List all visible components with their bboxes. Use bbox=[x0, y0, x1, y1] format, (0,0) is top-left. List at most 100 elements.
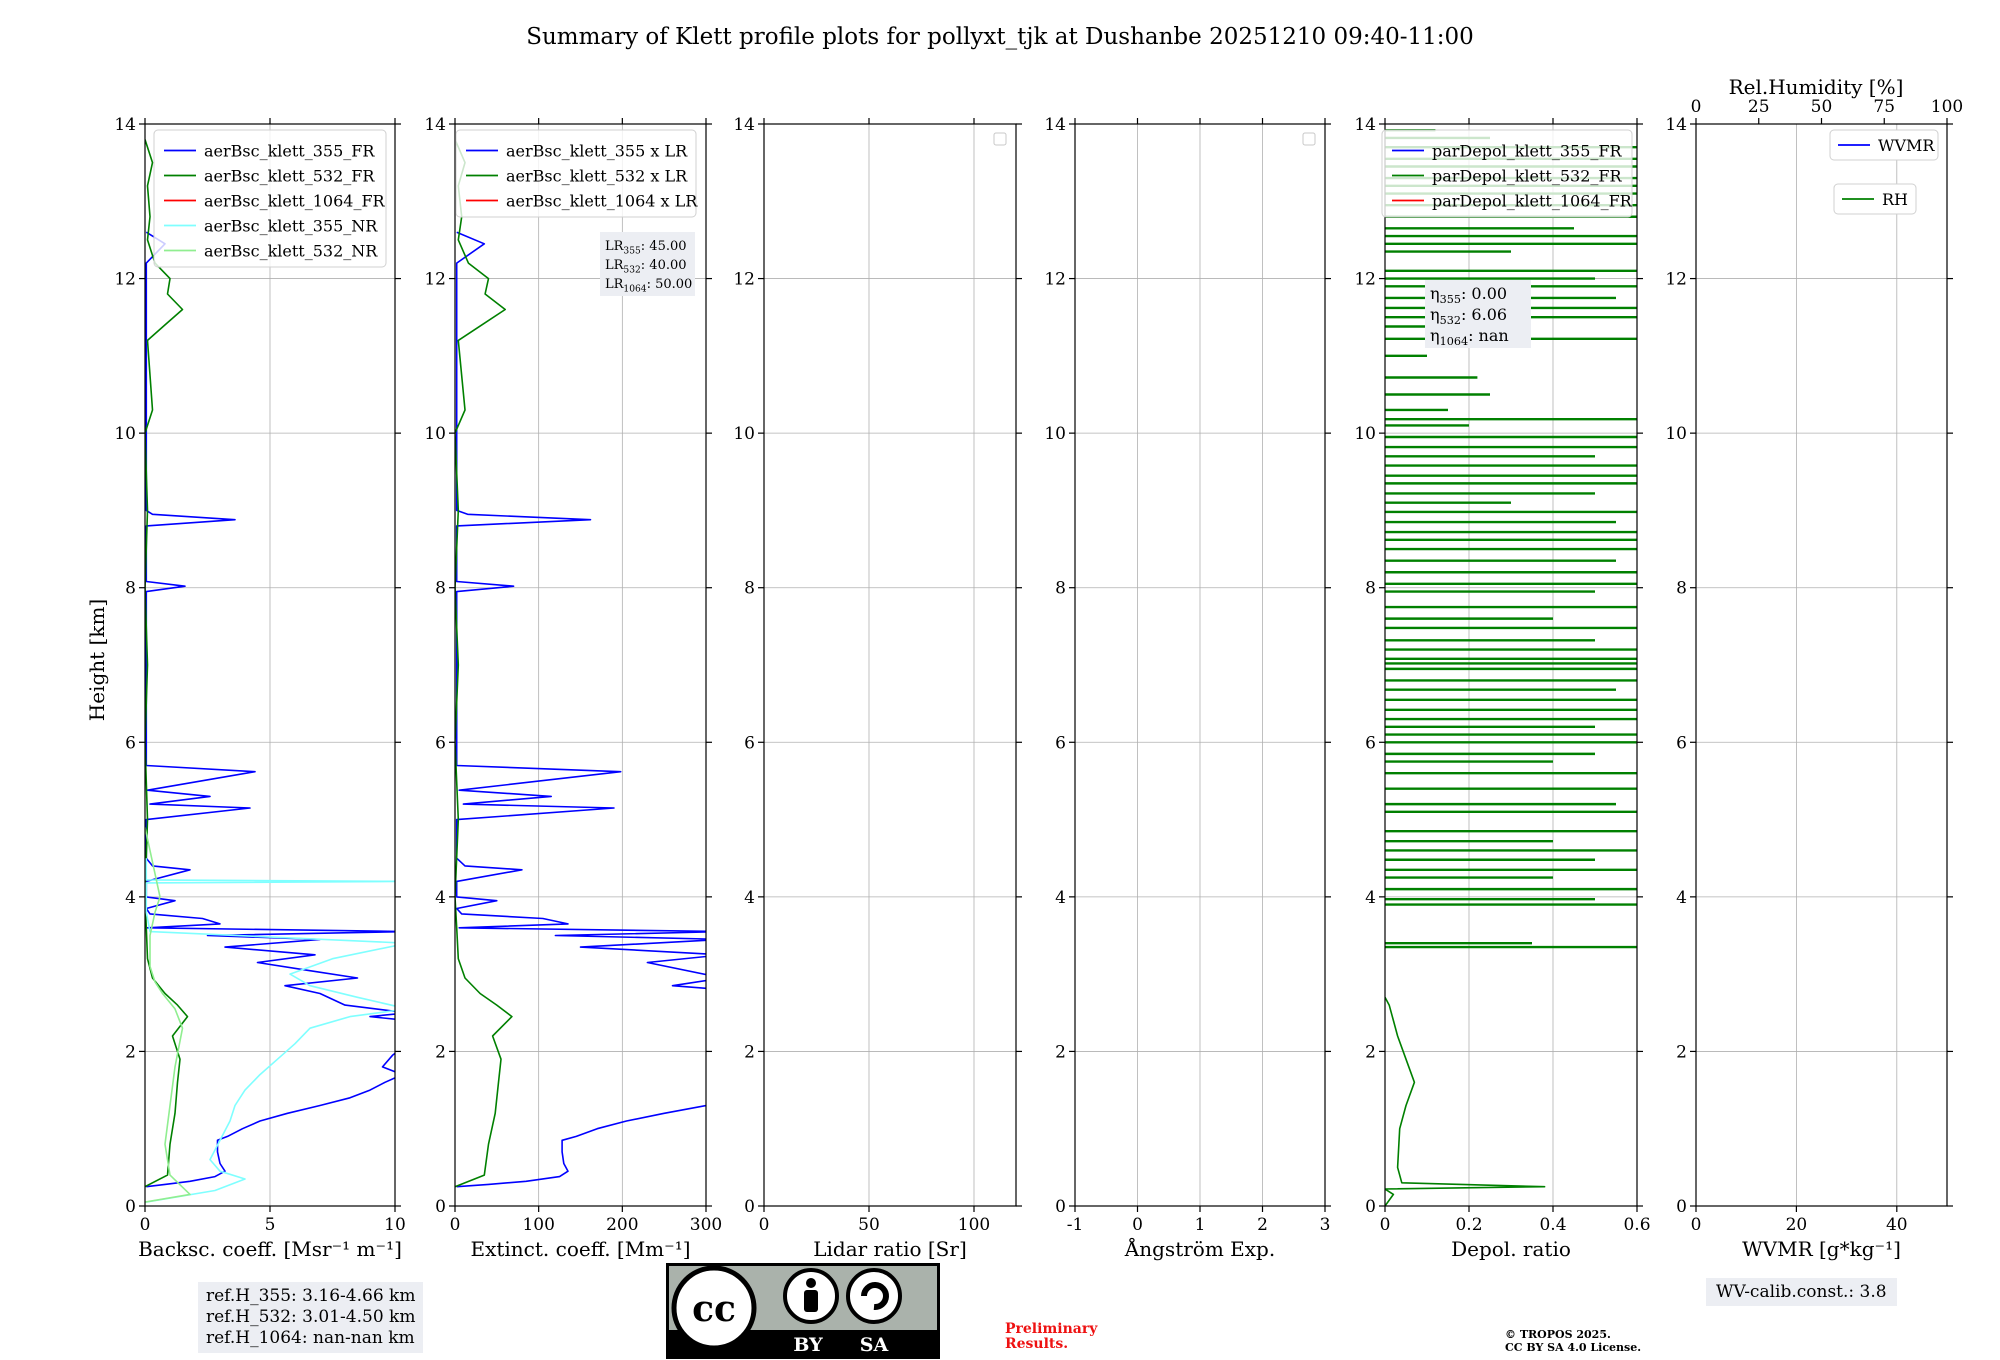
y-tick-label: 2 bbox=[744, 1042, 755, 1062]
y-tick-label: 6 bbox=[1365, 733, 1376, 753]
series-aerBsc_klett_355_FR bbox=[145, 231, 395, 1188]
y-tick-label: 6 bbox=[1676, 733, 1687, 753]
y-tick-label: 0 bbox=[1676, 1197, 1687, 1217]
y-tick-label: 4 bbox=[1365, 888, 1376, 908]
x-tick-label: 100 bbox=[522, 1215, 554, 1235]
top-x-axis-label: Rel.Humidity [%] bbox=[1729, 75, 1904, 99]
x-tick-label: 40 bbox=[1886, 1215, 1908, 1235]
x-tick-label: 3 bbox=[1320, 1215, 1331, 1235]
y-tick-label: 8 bbox=[1365, 579, 1376, 599]
legend-frame bbox=[153, 129, 387, 268]
series-aerBsc_klett_355_NR bbox=[145, 858, 395, 1203]
y-tick-label: 12 bbox=[733, 270, 755, 290]
share-alike-arrow-icon bbox=[861, 1282, 889, 1311]
ref-height-1064: ref.H_1064: nan-nan km bbox=[206, 1328, 415, 1348]
y-tick-label: 6 bbox=[125, 733, 136, 753]
y-tick-label: 4 bbox=[435, 888, 446, 908]
x-tick-label: 0 bbox=[140, 1215, 151, 1235]
x-axis-label: Ångström Exp. bbox=[1124, 1236, 1275, 1261]
y-tick-label: 8 bbox=[744, 579, 755, 599]
wv-calibration-box: WV-calib.const.: 3.8 bbox=[1706, 1278, 1897, 1306]
x-tick-label: 2 bbox=[1257, 1215, 1268, 1235]
y-tick-label: 14 bbox=[1354, 115, 1376, 135]
legend-bsc: aerBsc_klett_355_FR aerBsc_klett_532_FRae… bbox=[153, 129, 387, 268]
x-tick-label: 20 bbox=[1786, 1215, 1808, 1235]
cc-by-label: BY bbox=[793, 1334, 823, 1356]
y-tick-label: 4 bbox=[1055, 888, 1066, 908]
copyright-notice: © TROPOS 2025. CC BY SA 4.0 License. bbox=[1505, 1328, 1641, 1354]
y-tick-label: 0 bbox=[1365, 1197, 1376, 1217]
cc-logo-icon bbox=[671, 1265, 757, 1351]
y-tick-label: 8 bbox=[1055, 579, 1066, 599]
y-tick-label: 10 bbox=[1665, 424, 1687, 444]
x-axis-label: WVMR [g*kg⁻¹] bbox=[1742, 1237, 1901, 1261]
y-tick-label: 6 bbox=[435, 733, 446, 753]
eta-value: η1064: nan bbox=[1430, 326, 1509, 348]
y-tick-label: 8 bbox=[435, 579, 446, 599]
series-aerBsc_klett_532 x LR bbox=[455, 139, 513, 1188]
x-tick-label: 0 bbox=[1691, 1215, 1702, 1235]
y-tick-label: 0 bbox=[125, 1197, 136, 1217]
attribution-person-head bbox=[806, 1278, 816, 1288]
y-tick-label: 0 bbox=[1055, 1197, 1066, 1217]
y-tick-label: 0 bbox=[744, 1197, 755, 1217]
legend-entry: aerBsc_klett_532 x LR bbox=[506, 167, 688, 186]
lidar-ratio-value: LR532: 40.00 bbox=[605, 258, 687, 275]
eta-value: η532: 6.06 bbox=[1430, 305, 1507, 327]
y-tick-label: 6 bbox=[1055, 733, 1066, 753]
legend-entry: aerBsc_klett_355_NR bbox=[204, 217, 378, 236]
y-tick-label: 14 bbox=[1665, 115, 1687, 135]
y-tick-label: 2 bbox=[1055, 1042, 1066, 1062]
y-tick-label: 10 bbox=[733, 424, 755, 444]
x-tick-label: 0 bbox=[1380, 1215, 1391, 1235]
legend-frame-rh bbox=[1833, 183, 1917, 215]
lidar-ratio-annotation: LR355: 45.00 LR532: 40.00 LR1064: 50.00 bbox=[600, 232, 695, 296]
y-tick-label: 8 bbox=[1676, 579, 1687, 599]
y-tick-label: 12 bbox=[1044, 270, 1066, 290]
empty-legend-box bbox=[1302, 132, 1316, 146]
x-axis-label: Extinct. coeff. [Mm⁻¹] bbox=[470, 1237, 690, 1261]
legend-frame bbox=[455, 129, 697, 218]
y-tick-label: 2 bbox=[435, 1042, 446, 1062]
axes-frame bbox=[454, 123, 707, 1207]
share-alike-icon bbox=[846, 1268, 902, 1324]
x-tick-label: 0.6 bbox=[1623, 1215, 1650, 1235]
legend-depol: parDepol_klett_355_FR parDepol_klett_532_… bbox=[1381, 129, 1633, 218]
y-tick-label: 4 bbox=[1676, 888, 1687, 908]
cc-sa-label: SA bbox=[860, 1334, 889, 1356]
y-tick-label: 10 bbox=[1044, 424, 1066, 444]
x-axis-label: Backsc. coeff. [Msr⁻¹ m⁻¹] bbox=[138, 1237, 402, 1261]
y-tick-label: 4 bbox=[744, 888, 755, 908]
y-tick-label: 4 bbox=[125, 888, 136, 908]
y-tick-label: 6 bbox=[744, 733, 755, 753]
cc-license-badge: cc BY SA bbox=[666, 1263, 940, 1359]
y-tick-label: 12 bbox=[1665, 270, 1687, 290]
x-tick-label: 0.2 bbox=[1455, 1215, 1482, 1235]
top-x-tick-label: 100 bbox=[1931, 97, 1963, 117]
y-tick-label: 2 bbox=[125, 1042, 136, 1062]
legend-entry: parDepol_klett_1064_FR bbox=[1432, 192, 1633, 211]
y-tick-label: 14 bbox=[114, 115, 136, 135]
legend-entry: aerBsc_klett_532_NR bbox=[204, 242, 378, 261]
lidar-ratio-value: LR355: 45.00 bbox=[605, 239, 687, 256]
preliminary-line-1: Preliminary bbox=[1005, 1321, 1098, 1337]
y-tick-label: 10 bbox=[1354, 424, 1376, 444]
y-tick-label: 10 bbox=[114, 424, 136, 444]
series-aerBsc_klett_355 x LR bbox=[455, 231, 706, 1188]
lidar-ratio-value: LR1064: 50.00 bbox=[605, 277, 692, 294]
x-tick-label: 100 bbox=[958, 1215, 990, 1235]
copyright-line-2: CC BY SA 4.0 License. bbox=[1505, 1341, 1642, 1354]
series-aerBsc_klett_532_NR bbox=[145, 827, 191, 1203]
legend-entry: aerBsc_klett_355 x LR bbox=[506, 142, 688, 161]
top-x-tick-label: 25 bbox=[1748, 97, 1770, 117]
empty-legend-box bbox=[993, 132, 1007, 146]
annotation-bg bbox=[600, 232, 695, 296]
series-group bbox=[455, 139, 706, 1188]
series-aerBsc_klett_532_FR bbox=[145, 139, 189, 1188]
top-x-tick-label: 75 bbox=[1873, 97, 1895, 117]
